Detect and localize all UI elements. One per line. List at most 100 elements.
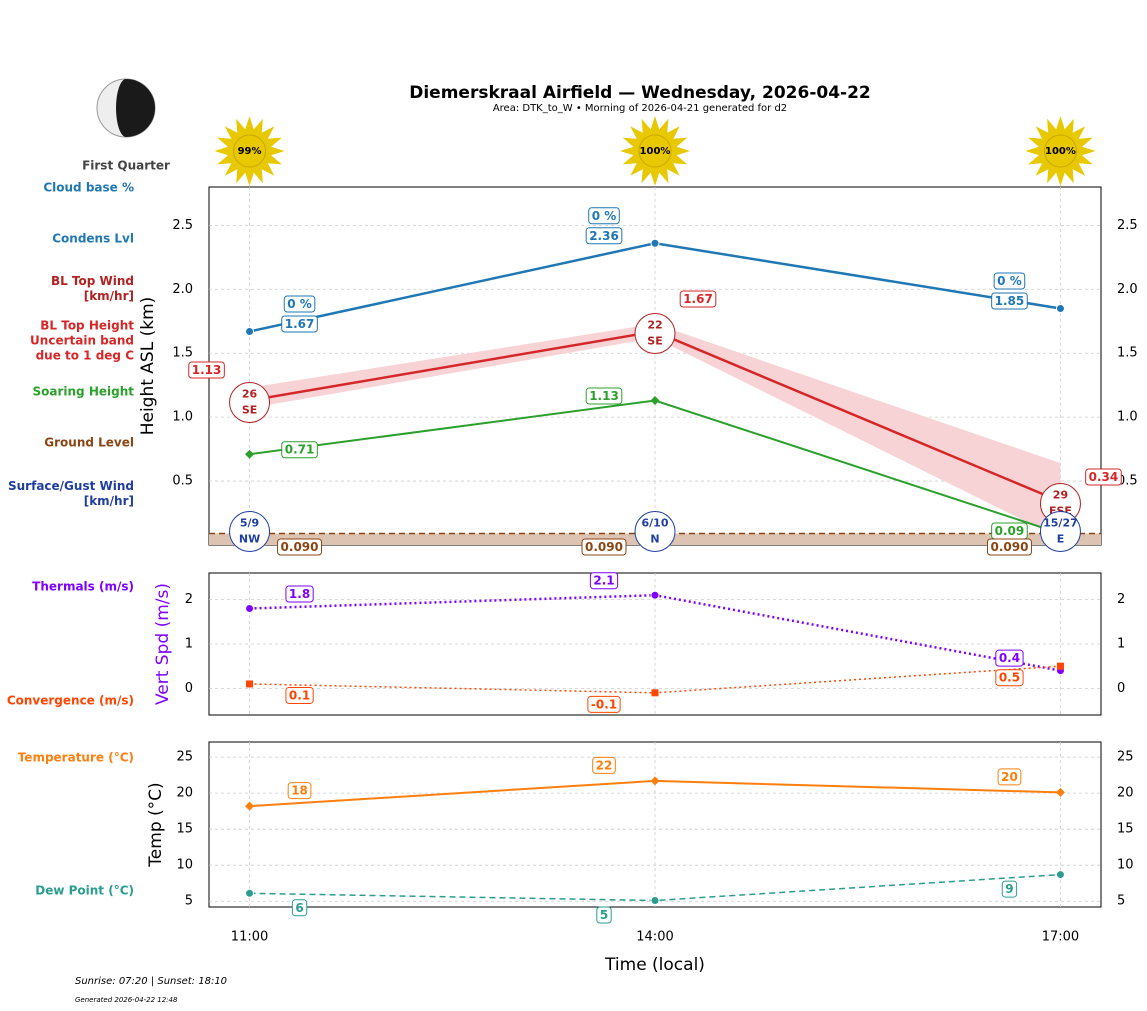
data-label-box	[1085, 468, 1122, 486]
x-tick-label: 14:00	[636, 930, 673, 945]
data-label: 18	[287, 782, 312, 800]
series-label: BL Top Height Uncertain band due to 1 de…	[30, 318, 134, 363]
data-label: 1.67	[281, 315, 318, 333]
data-label: 2.1	[589, 572, 619, 590]
y-tick-label: 0	[185, 681, 193, 696]
data-label: 0.34	[1085, 468, 1122, 486]
chart-title: Diemerskraal Airfield — Wednesday, 2026-…	[409, 83, 871, 103]
marker	[650, 776, 660, 786]
series-label: Temperature (°C)	[17, 750, 134, 765]
data-label: 0.4	[995, 649, 1024, 667]
x-tick-label: 17:00	[1042, 930, 1079, 945]
data-label-text: 0 %	[287, 297, 312, 311]
sun-disc	[1043, 134, 1077, 168]
y-tick-label: 1	[185, 637, 193, 652]
wind-circle	[634, 510, 676, 552]
data-label-box	[993, 272, 1026, 290]
series-label: BL Top Wind [km/hr]	[50, 274, 134, 303]
y-tick-label: 2.5	[172, 218, 193, 233]
y-tick-label: 20	[176, 786, 193, 801]
data-label-text: 5	[600, 908, 608, 922]
data-label: 9	[1001, 880, 1018, 898]
y-tick-label-right: 20	[1117, 786, 1134, 801]
wind-speed: 15/27	[1043, 516, 1078, 529]
series-label: Soaring Height	[32, 384, 135, 399]
data-label-box	[592, 756, 616, 774]
data-label: 0.090	[986, 538, 1032, 556]
wind-speed: 6/10	[642, 516, 669, 529]
data-label-text: 18	[291, 784, 308, 798]
data-label-box	[596, 906, 612, 924]
marker	[245, 801, 255, 811]
data-label: -0.1	[587, 695, 621, 713]
data-label-text: 0 %	[592, 209, 617, 223]
y-axis-title: Height ASL (km)	[138, 297, 158, 436]
data-label-box	[588, 207, 620, 225]
data-label-box	[281, 441, 318, 459]
data-label-box	[679, 290, 717, 308]
data-label-box	[986, 538, 1032, 556]
data-label: 0.71	[281, 441, 318, 459]
data-label: 20	[997, 768, 1022, 786]
wind-circle	[229, 510, 271, 552]
generated: Generated 2026-04-22 12:48	[75, 996, 178, 1004]
y-tick-label-right: 1	[1117, 637, 1125, 652]
series-label: Dew Point (°C)	[35, 883, 134, 898]
data-label-box	[581, 538, 627, 556]
data-label-box	[995, 649, 1024, 667]
data-label-text: 1.67	[683, 292, 713, 306]
series-label: Thermals (m/s)	[32, 579, 134, 594]
data-label-box	[995, 669, 1024, 687]
y-tick-label-right: 2.5	[1117, 218, 1138, 233]
data-label-box	[283, 295, 316, 313]
wind-speed: 5/9	[240, 516, 259, 529]
data-label-text: 0 %	[997, 274, 1022, 288]
y-tick-label-right: 5	[1117, 894, 1125, 909]
data-label-text: 0.1	[289, 688, 310, 702]
data-label-box	[188, 361, 225, 379]
data-label-text: 0.09	[995, 524, 1025, 538]
marker	[245, 888, 255, 898]
sun-times: Sunrise: 07:20 | Sunset: 18:10	[75, 976, 227, 987]
y-tick-label: 25	[176, 750, 193, 765]
y-tick-label-right: 0	[1117, 681, 1125, 696]
wind-direction: SE	[242, 404, 257, 417]
marker	[650, 238, 660, 248]
sunshine-label: 99%	[238, 146, 262, 157]
data-label-box	[277, 538, 323, 556]
y-tick-label-right: 10	[1117, 858, 1134, 873]
marker	[245, 604, 255, 613]
series-label: Condens Lvl	[52, 231, 134, 246]
marker	[1056, 662, 1064, 670]
wind-speed: 29	[1053, 489, 1068, 502]
data-label: 2.36	[585, 227, 623, 245]
y-tick-label-right: 0.5	[1117, 474, 1138, 489]
data-label-text: 1.67	[285, 317, 315, 331]
data-label: 1.13	[585, 387, 623, 405]
data-label-box	[291, 899, 308, 917]
data-label: 0 %	[993, 272, 1026, 290]
data-label-box	[585, 227, 623, 245]
data-label-text: 0.4	[999, 651, 1020, 665]
sun-disc	[233, 134, 267, 168]
y-tick-label-right: 25	[1117, 750, 1134, 765]
marker	[246, 680, 254, 688]
series-label: Surface/Gust Wind [km/hr]	[8, 479, 134, 508]
data-label: 1.13	[188, 361, 225, 379]
data-label: 22	[592, 756, 616, 774]
series-label: Cloud base %	[43, 180, 134, 195]
marker	[650, 396, 660, 406]
data-label: 0.1	[285, 686, 314, 704]
wind-speed: 26	[242, 388, 258, 401]
data-label-text: 1.13	[589, 389, 619, 403]
marker	[1055, 303, 1065, 313]
y-tick-label-right: 15	[1117, 822, 1134, 837]
wind-circle	[1039, 510, 1081, 552]
data-label: 0.090	[277, 538, 323, 556]
data-label-text: 1.13	[192, 363, 222, 377]
wind-direction: E	[1057, 532, 1065, 545]
marker	[1055, 870, 1065, 880]
sunshine-label: 100%	[1045, 146, 1076, 157]
